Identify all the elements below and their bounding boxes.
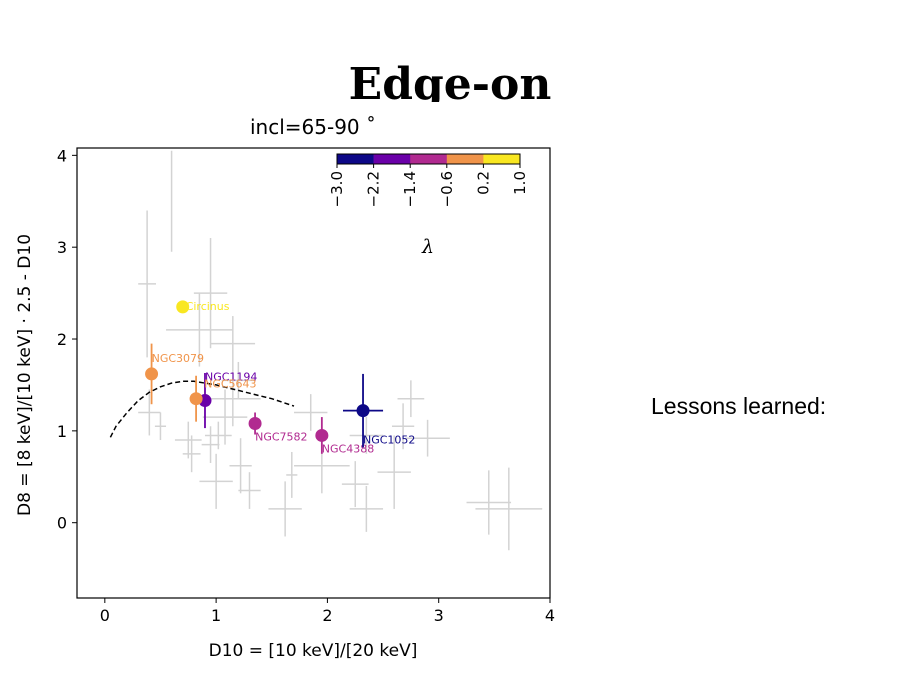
x-tick-label: 3 (434, 606, 444, 625)
point-label: NGC3079 (152, 352, 204, 365)
colorbar-tick-label: −2.2 (365, 171, 383, 207)
background-point (238, 472, 261, 509)
labeled-point: NGC7582 (248, 412, 308, 444)
background-point (349, 417, 384, 454)
background-point (229, 438, 252, 494)
colorbar-label: λ (421, 236, 434, 258)
background-point (138, 389, 161, 436)
chart-title: incl=65-90 ˚ (250, 115, 376, 139)
colorbar-tick-label: −1.4 (401, 171, 419, 207)
labeled-point: NGC1194 (198, 371, 257, 429)
background-point (294, 394, 328, 431)
labeled-point: NGC1052 (342, 373, 415, 448)
colorbar-band (337, 154, 374, 164)
slide-title: Edge-on (348, 59, 552, 102)
labeled-point: Circinus (176, 300, 230, 314)
background-point (201, 426, 220, 463)
colorbar-tick-label: 1.0 (511, 171, 529, 195)
point-label: NGC4388 (322, 442, 374, 455)
y-tick-label: 1 (57, 422, 67, 441)
background-point (268, 481, 302, 537)
point-marker (189, 392, 203, 406)
colorbar-band (410, 154, 448, 164)
background-point (397, 380, 425, 418)
background-point (199, 453, 233, 509)
y-tick-label: 3 (57, 238, 67, 257)
point-marker (356, 404, 370, 418)
plot-frame (76, 147, 551, 599)
background-point (154, 412, 167, 441)
background-point (210, 316, 256, 372)
labeled-point: NGC4388 (315, 417, 374, 455)
point-marker (248, 417, 262, 431)
background-point (221, 361, 256, 399)
y-tick-label: 2 (57, 330, 67, 349)
y-tick-label: 0 (57, 514, 67, 533)
background-point (182, 435, 201, 473)
background-point (166, 293, 233, 367)
point-marker (145, 367, 159, 381)
background-point (391, 403, 415, 450)
background-point (138, 210, 157, 358)
background-point (475, 467, 543, 551)
colorbar-tick-label: −0.6 (438, 171, 456, 207)
point-label: NGC7582 (255, 431, 307, 444)
background-point (466, 470, 512, 535)
point-marker (315, 428, 329, 442)
point-label: NGC5643 (204, 378, 256, 391)
x-tick-label: 2 (322, 606, 332, 625)
y-axis-label: D8 = [8 keV]/[10 keV] · 2.5 - D10 (15, 234, 35, 516)
background-point (377, 435, 411, 509)
point-label: NGC1052 (363, 434, 415, 447)
colorbar-tick-label: 0.2 (474, 171, 492, 195)
x-axis-label: D10 = [10 keV]/[20 keV] (209, 641, 418, 661)
background-point (341, 461, 369, 508)
background-point (204, 421, 232, 450)
x-tick-label: 4 (545, 606, 555, 625)
colorbar-band (373, 154, 411, 164)
lessons-learned-text: Lessons learned: (651, 393, 827, 419)
colorbar-band (483, 154, 521, 164)
colorbar-frame (336, 153, 521, 165)
labeled-point: NGC5643 (189, 375, 257, 422)
labeled-point: NGC3079 (145, 343, 204, 405)
background-point (174, 421, 202, 459)
point-marker (176, 300, 190, 314)
background-point (405, 419, 450, 457)
point-label: NGC1194 (205, 371, 257, 384)
point-label: Circinus (186, 300, 230, 313)
colorbar-band (446, 154, 484, 164)
model-curve (109, 380, 295, 438)
y-tick-label: 4 (57, 146, 67, 165)
x-tick-label: 0 (100, 606, 110, 625)
background-point (286, 451, 298, 498)
x-tick-label: 1 (211, 606, 221, 625)
colorbar-tick-label: −3.0 (328, 171, 346, 207)
background-point (349, 485, 384, 532)
